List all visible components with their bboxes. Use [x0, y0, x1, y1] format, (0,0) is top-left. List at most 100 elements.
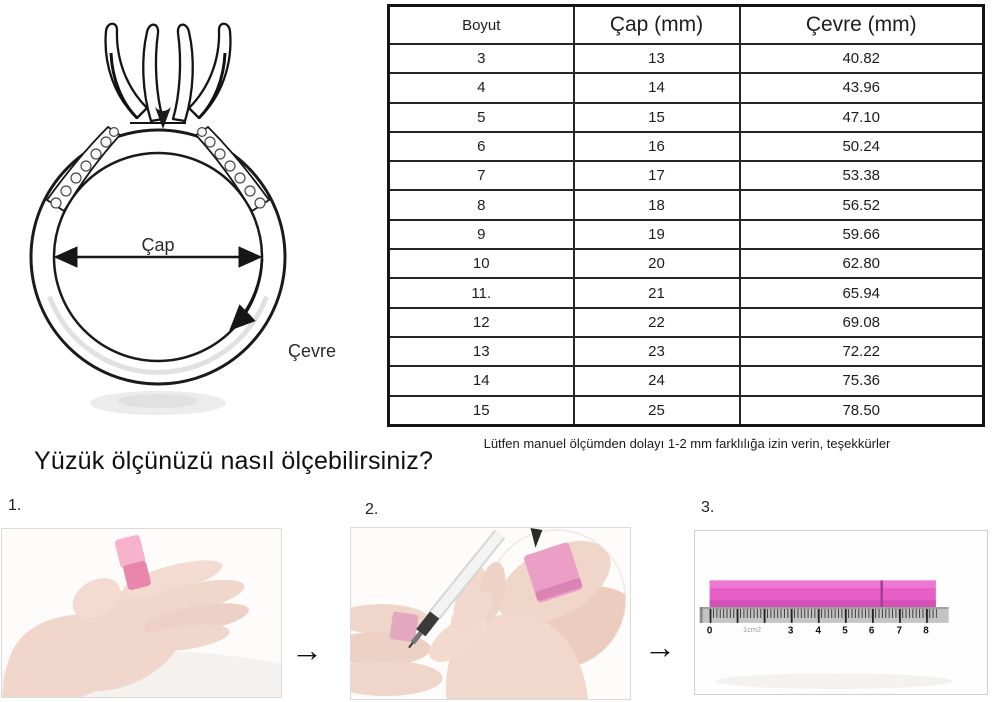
tolerance-note: Lütfen manuel ölçümden dolayı 1-2 mm far… — [483, 436, 891, 451]
diameter-cell: 15 — [572, 101, 741, 133]
measuring-strip — [709, 580, 936, 608]
circumference-cell: 50.24 — [738, 130, 985, 163]
finger — [136, 579, 245, 617]
circumference-cell: 43.96 — [738, 72, 985, 104]
diameter-cell: 16 — [572, 130, 741, 163]
prong-setting — [104, 22, 232, 129]
ruler: 0 1cm2 3 4 5 6 7 8 — [699, 607, 949, 637]
ruler-label: 7 — [897, 626, 903, 637]
table-row: 9 19 59.66 — [387, 218, 985, 251]
ruler-label: 8 — [923, 626, 929, 637]
table-row: 12 22 69.08 — [387, 306, 985, 338]
marker-pen — [408, 529, 506, 649]
finger — [351, 660, 443, 697]
ruler-label: 0 — [707, 626, 713, 637]
paper-strip-lower — [123, 560, 151, 590]
diameter-cell: 25 — [572, 394, 741, 427]
diameter-cell: 21 — [572, 277, 741, 309]
circumference-cell: 72.22 — [738, 335, 985, 368]
diameter-cell: 13 — [572, 42, 741, 75]
ring-size-table: Boyut Çap (mm) Çevre (mm) 3 13 40.82 4 14 43… — [387, 4, 985, 427]
diameter-cell: 24 — [572, 365, 741, 397]
table-row: 8 18 56.52 — [387, 189, 985, 221]
table-row: 6 16 50.24 — [387, 130, 985, 163]
size-cell: 14 — [387, 365, 575, 397]
diameter-cell: 22 — [572, 306, 741, 338]
guide-heading: Yüzük ölçünüzü nasıl ölçebilirsiniz? — [34, 447, 434, 475]
step-3-photo: 0 1cm2 3 4 5 6 7 8 — [694, 530, 988, 695]
size-cell: 10 — [387, 248, 575, 280]
diameter-cell: 19 — [572, 218, 741, 251]
ruler-label: 3 — [788, 626, 794, 637]
size-cell: 4 — [387, 72, 575, 104]
step-2-label: 2. — [365, 501, 379, 518]
size-cell: 8 — [387, 189, 575, 221]
size-cell: 7 — [387, 160, 575, 192]
ruler-label: 5 — [842, 626, 848, 637]
cevre-circumference-label: Çevre — [288, 341, 336, 361]
circumference-cell: 56.52 — [738, 189, 985, 221]
arrow-step2-to-step3: → — [644, 629, 676, 665]
circumference-cell: 47.10 — [738, 101, 985, 133]
pen-mark — [880, 580, 883, 608]
diameter-cell: 14 — [572, 72, 741, 104]
arrow-step1-to-step2: → — [291, 632, 323, 668]
step-3-label: 3. — [701, 499, 715, 516]
ring-diagram-illustration: Çap Çevre — [29, 22, 336, 415]
table-row: 14 24 75.36 — [387, 365, 985, 397]
ruler-measurement-illustration: 0 1cm2 3 4 5 6 7 8 — [695, 531, 987, 694]
circumference-cell: 40.82 — [738, 42, 985, 75]
step-2-photo — [350, 527, 631, 700]
ring-shoulder-right — [194, 125, 271, 213]
ruler-label: 4 — [816, 626, 822, 637]
size-cell: 9 — [387, 218, 575, 251]
finger — [139, 624, 230, 652]
circumference-cell: 78.50 — [738, 394, 985, 427]
finger — [122, 560, 223, 597]
diameter-cell: 20 — [572, 248, 741, 280]
finger — [143, 603, 249, 635]
cap-diameter-label: Çap — [141, 235, 174, 255]
size-cell: 11. — [387, 277, 575, 309]
ruler-label: 1cm2 — [743, 625, 761, 634]
col-header-size: Boyut — [387, 4, 575, 45]
circumference-cell: 69.08 — [738, 306, 985, 338]
step-1-photo — [1, 528, 282, 698]
step-1-label: 1. — [8, 497, 22, 514]
paper-strip-on-finger — [389, 611, 419, 642]
table-row: 13 23 72.22 — [387, 335, 985, 368]
paper-strip-upper — [114, 535, 146, 569]
gripping-finger — [450, 591, 494, 631]
diameter-cell: 18 — [572, 189, 741, 221]
table-row: 15 25 78.50 — [387, 394, 985, 427]
table-row: 10 20 62.80 — [387, 248, 985, 280]
size-cell: 12 — [387, 306, 575, 338]
size-cell: 13 — [387, 335, 575, 368]
col-header-diameter: Çap (mm) — [572, 4, 741, 45]
table-row: 11. 21 65.94 — [387, 277, 985, 309]
circumference-cell: 62.80 — [738, 248, 985, 280]
hand-with-strip-illustration — [2, 529, 281, 697]
table-row: 3 13 40.82 — [387, 42, 985, 75]
circumference-cell: 75.36 — [738, 365, 985, 397]
pen-tip-inset — [530, 528, 543, 548]
col-header-circumference: Çevre (mm) — [738, 4, 985, 45]
marking-strip-illustration — [351, 528, 630, 699]
size-cell: 5 — [387, 101, 575, 133]
table-row: 4 14 43.96 — [387, 72, 985, 104]
finger-closeup-inset — [486, 528, 627, 670]
size-cell: 6 — [387, 130, 575, 163]
ruler-label: 6 — [869, 626, 875, 637]
size-cell: 15 — [387, 394, 575, 427]
diameter-cell: 17 — [572, 160, 741, 192]
diameter-cell: 23 — [572, 335, 741, 368]
circumference-cell: 59.66 — [738, 218, 985, 251]
table-row: 5 15 47.10 — [387, 101, 985, 133]
circumference-arrow — [229, 258, 264, 331]
circumference-cell: 53.38 — [738, 160, 985, 192]
size-cell: 3 — [387, 42, 575, 75]
table-header-row: Boyut Çap (mm) Çevre (mm) — [387, 4, 985, 45]
ring-shoulder-left — [45, 125, 122, 213]
table-row: 7 17 53.38 — [387, 160, 985, 192]
